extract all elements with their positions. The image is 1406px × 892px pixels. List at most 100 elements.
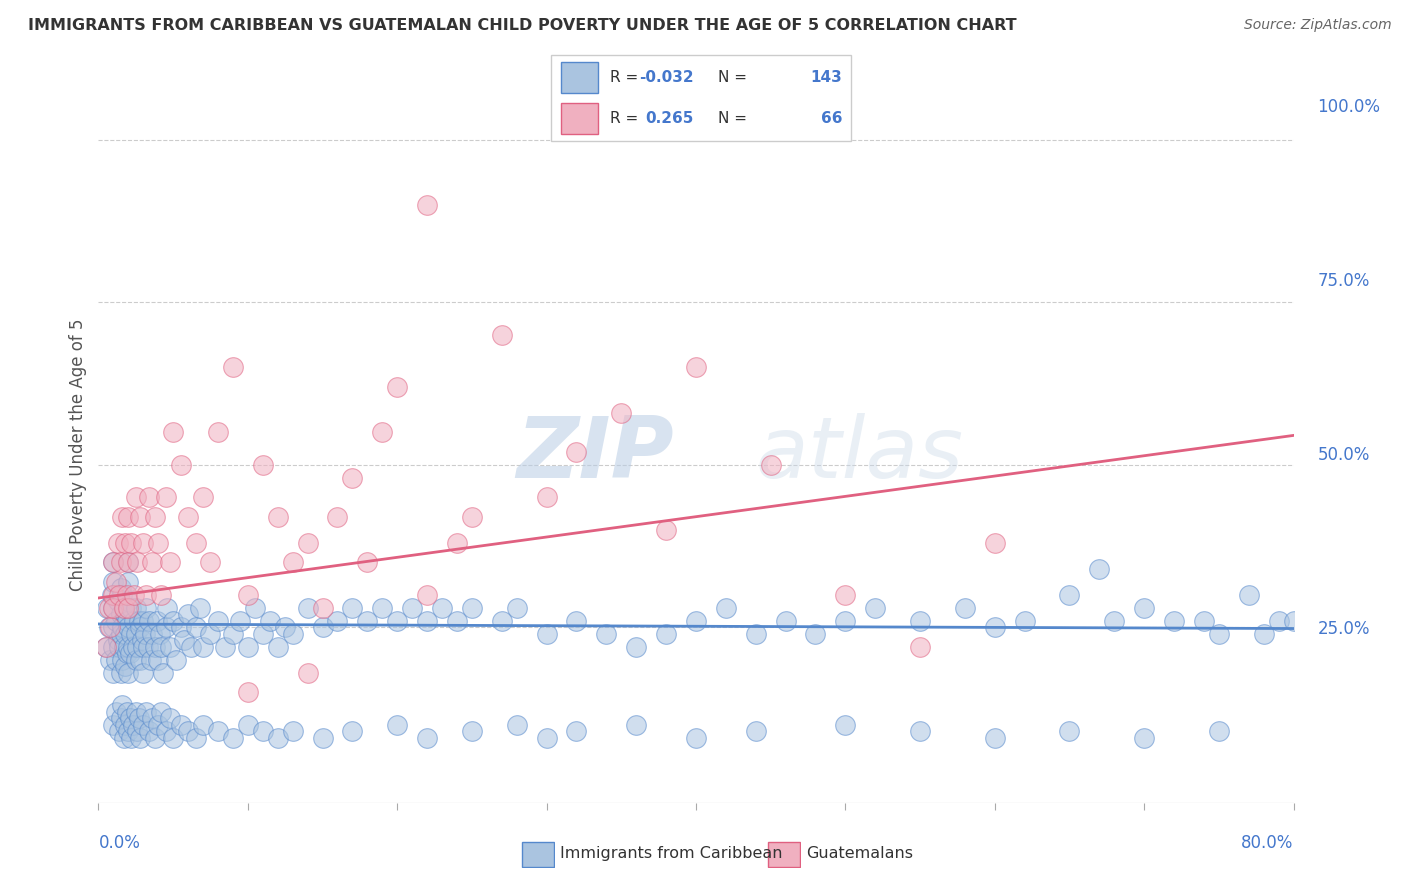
Point <box>326 509 349 524</box>
Point <box>108 724 131 739</box>
Point <box>775 614 797 628</box>
Text: N =: N = <box>718 70 748 85</box>
Point <box>173 633 195 648</box>
Point <box>1104 614 1126 628</box>
Point <box>446 614 468 628</box>
Point <box>159 711 181 725</box>
FancyBboxPatch shape <box>522 842 554 867</box>
Point <box>103 555 125 569</box>
Point <box>128 614 150 628</box>
Point <box>114 718 136 732</box>
Point <box>506 718 529 732</box>
Text: IMMIGRANTS FROM CARIBBEAN VS GUATEMALAN CHILD POVERTY UNDER THE AGE OF 5 CORRELA: IMMIGRANTS FROM CARIBBEAN VS GUATEMALAN … <box>28 18 1017 33</box>
Point <box>114 535 136 549</box>
Point <box>184 731 207 745</box>
Text: 0.265: 0.265 <box>645 112 693 126</box>
Point <box>953 600 976 615</box>
Point <box>125 600 148 615</box>
Point <box>127 640 149 654</box>
Text: 50.0%: 50.0% <box>1317 446 1369 464</box>
Point <box>259 614 281 628</box>
Point <box>96 600 118 615</box>
Point <box>759 458 782 472</box>
Point <box>685 360 707 375</box>
Point <box>401 600 423 615</box>
Point <box>491 614 513 628</box>
Point <box>297 535 319 549</box>
Point <box>118 646 141 660</box>
Point <box>416 614 439 628</box>
Point <box>145 614 167 628</box>
Point <box>685 614 707 628</box>
Point <box>112 731 135 745</box>
Point <box>162 614 184 628</box>
Text: 80.0%: 80.0% <box>1241 834 1294 852</box>
Text: Source: ZipAtlas.com: Source: ZipAtlas.com <box>1244 18 1392 32</box>
Point <box>117 594 139 608</box>
Point <box>108 640 131 654</box>
Point <box>110 581 132 595</box>
Point <box>267 509 290 524</box>
Point <box>191 718 214 732</box>
Point <box>128 711 150 725</box>
Point <box>252 724 274 739</box>
Point <box>111 509 134 524</box>
Point <box>129 731 152 745</box>
Point <box>356 614 378 628</box>
Point <box>129 620 152 634</box>
Point <box>245 600 267 615</box>
Point <box>416 588 439 602</box>
Point <box>1133 600 1156 615</box>
Text: R =: R = <box>610 70 638 85</box>
Point <box>103 718 125 732</box>
Point <box>214 640 236 654</box>
Point <box>107 535 129 549</box>
Point <box>135 600 157 615</box>
Point <box>103 588 125 602</box>
Point <box>804 626 827 640</box>
Point <box>127 724 149 739</box>
Point <box>1059 588 1081 602</box>
Point <box>274 620 297 634</box>
Point <box>229 614 252 628</box>
Point <box>834 614 856 628</box>
Point <box>983 620 1005 634</box>
Point <box>655 626 678 640</box>
Point <box>908 724 931 739</box>
Point <box>111 620 134 634</box>
Point <box>252 626 274 640</box>
Point <box>281 724 304 739</box>
Point <box>311 731 333 745</box>
Point <box>138 614 160 628</box>
Point <box>236 588 259 602</box>
Point <box>125 705 148 719</box>
Point <box>565 614 588 628</box>
Point <box>103 665 125 680</box>
Point <box>595 626 617 640</box>
Point <box>908 640 931 654</box>
Point <box>177 724 200 739</box>
Point <box>117 555 139 569</box>
Point <box>1192 614 1215 628</box>
Point <box>124 614 146 628</box>
Point <box>177 509 200 524</box>
Point <box>115 705 138 719</box>
FancyBboxPatch shape <box>551 55 852 141</box>
Point <box>281 626 304 640</box>
Point <box>112 640 135 654</box>
Point <box>148 718 170 732</box>
Point <box>132 640 155 654</box>
Point <box>200 626 222 640</box>
Point <box>125 653 148 667</box>
Point <box>461 600 484 615</box>
Point <box>103 600 125 615</box>
Text: 100.0%: 100.0% <box>1317 98 1381 116</box>
Point <box>236 640 259 654</box>
Point <box>311 600 333 615</box>
Point <box>94 640 117 654</box>
Point <box>112 600 135 615</box>
Point <box>97 620 120 634</box>
Text: R =: R = <box>610 112 638 126</box>
Point <box>1237 588 1260 602</box>
Point <box>184 535 207 549</box>
